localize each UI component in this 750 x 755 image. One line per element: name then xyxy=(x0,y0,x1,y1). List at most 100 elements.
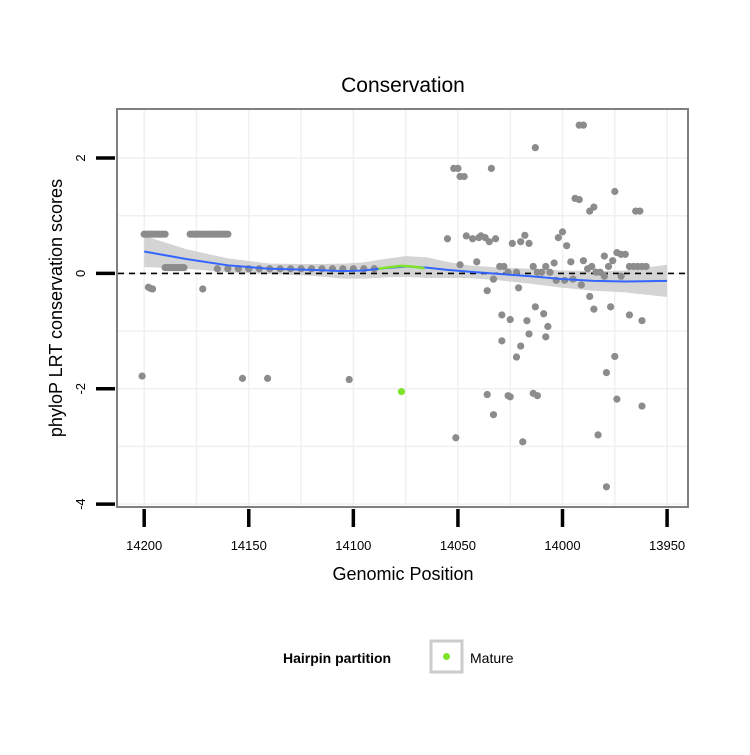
data-point xyxy=(525,239,533,247)
data-point xyxy=(590,305,598,313)
data-point xyxy=(567,258,575,266)
data-point xyxy=(489,411,498,419)
legend: Hairpin partition Mature xyxy=(283,639,514,674)
y-axis-label: phyloP LRT conservation scores xyxy=(46,179,66,437)
y-axis: -4 -2 0 2 xyxy=(73,154,115,510)
data-point xyxy=(468,235,477,243)
data-point xyxy=(462,232,470,240)
data-point xyxy=(579,121,588,129)
data-point xyxy=(590,203,598,211)
data-point xyxy=(473,258,481,266)
data-point xyxy=(575,195,583,204)
data-point xyxy=(642,262,650,271)
data-point xyxy=(544,322,552,331)
data-point xyxy=(554,234,562,242)
data-point xyxy=(602,369,611,377)
data-point xyxy=(512,353,521,361)
data-point xyxy=(180,264,188,272)
data-point xyxy=(542,333,550,341)
data-point xyxy=(625,311,634,319)
data-point xyxy=(600,272,608,280)
x-tick-label: 14150 xyxy=(231,538,267,553)
data-point xyxy=(483,287,491,295)
data-point xyxy=(611,352,619,361)
data-point xyxy=(485,238,493,246)
data-point xyxy=(521,231,529,239)
data-point xyxy=(638,402,646,410)
y-tick-label: -4 xyxy=(73,498,88,510)
data-point xyxy=(529,262,537,271)
data-point xyxy=(588,262,596,271)
data-point xyxy=(594,431,602,439)
plot-background xyxy=(116,108,689,508)
data-point xyxy=(456,261,464,269)
data-point xyxy=(498,311,506,319)
data-point xyxy=(542,262,550,271)
data-point xyxy=(454,164,462,173)
data-point xyxy=(517,238,525,246)
smooth-trend-line xyxy=(144,250,668,283)
data-point xyxy=(504,392,512,400)
data-point xyxy=(621,250,629,258)
x-tick-label: 14000 xyxy=(544,538,580,553)
data-point xyxy=(604,262,613,271)
data-point xyxy=(514,284,523,292)
data-point xyxy=(345,375,353,384)
mature-point xyxy=(397,388,406,396)
data-point xyxy=(617,272,625,280)
data-point xyxy=(602,483,611,491)
data-point xyxy=(443,235,452,243)
data-point xyxy=(537,268,546,276)
legend-key-mature-point xyxy=(443,653,450,660)
data-point xyxy=(491,235,500,243)
x-tick-label: 14050 xyxy=(440,538,476,553)
data-point xyxy=(489,275,498,283)
data-point xyxy=(550,259,558,267)
x-tick-label: 13950 xyxy=(649,538,685,553)
data-point xyxy=(563,242,571,250)
data-point xyxy=(263,374,272,382)
data-point xyxy=(213,265,221,273)
data-point xyxy=(533,392,542,400)
data-point xyxy=(636,207,644,215)
data-point xyxy=(546,268,554,276)
y-tick-label: -2 xyxy=(73,383,88,395)
data-point xyxy=(452,434,460,442)
y-tick-label: 2 xyxy=(73,154,88,161)
data-point xyxy=(613,395,621,403)
data-point xyxy=(199,285,207,293)
data-point xyxy=(224,230,232,238)
data-point xyxy=(519,438,527,446)
x-axis-label: Genomic Position xyxy=(332,564,473,584)
x-tick-label: 14200 xyxy=(126,538,162,553)
data-point xyxy=(161,230,169,238)
y-tick-label: 0 xyxy=(73,270,88,277)
data-point xyxy=(307,265,316,273)
data-point xyxy=(512,268,521,276)
data-point xyxy=(523,317,531,325)
smooth-line-mature-segment xyxy=(378,264,425,271)
data-point xyxy=(238,374,247,382)
data-point xyxy=(558,228,567,236)
data-point xyxy=(607,303,615,311)
data-point xyxy=(138,372,146,380)
data-point xyxy=(525,330,533,338)
legend-title: Hairpin partition xyxy=(283,650,391,666)
data-point xyxy=(500,262,508,271)
data-point xyxy=(531,303,539,311)
data-point xyxy=(577,281,585,289)
data-point xyxy=(460,172,468,181)
data-point xyxy=(611,187,619,196)
data-point xyxy=(579,257,588,265)
data-point xyxy=(487,164,495,173)
data-point xyxy=(517,342,525,350)
chart-title: Conservation xyxy=(341,74,465,97)
data-point xyxy=(609,257,617,265)
data-point xyxy=(224,265,232,273)
data-point xyxy=(600,252,608,260)
data-point xyxy=(586,292,594,301)
data-point xyxy=(148,285,157,293)
legend-entry-mature: Mature xyxy=(470,650,514,666)
data-point xyxy=(483,390,491,399)
